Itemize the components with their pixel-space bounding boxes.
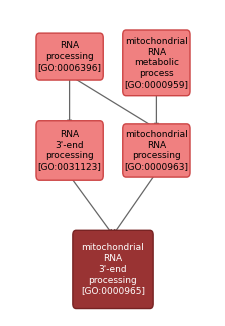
Text: mitochondrial
RNA
processing
[GO:0000963]: mitochondrial RNA processing [GO:0000963… <box>124 130 188 171</box>
FancyBboxPatch shape <box>36 121 103 180</box>
Text: RNA
3'-end
processing
[GO:0031123]: RNA 3'-end processing [GO:0031123] <box>38 130 101 171</box>
FancyBboxPatch shape <box>122 30 189 96</box>
Text: mitochondrial
RNA
metabolic
process
[GO:0000959]: mitochondrial RNA metabolic process [GO:… <box>124 37 188 89</box>
Text: mitochondrial
RNA
3'-end
processing
[GO:0000965]: mitochondrial RNA 3'-end processing [GO:… <box>81 244 144 295</box>
FancyBboxPatch shape <box>72 230 153 308</box>
Text: RNA
processing
[GO:0006396]: RNA processing [GO:0006396] <box>37 41 101 72</box>
FancyBboxPatch shape <box>122 124 189 177</box>
FancyBboxPatch shape <box>36 33 103 80</box>
